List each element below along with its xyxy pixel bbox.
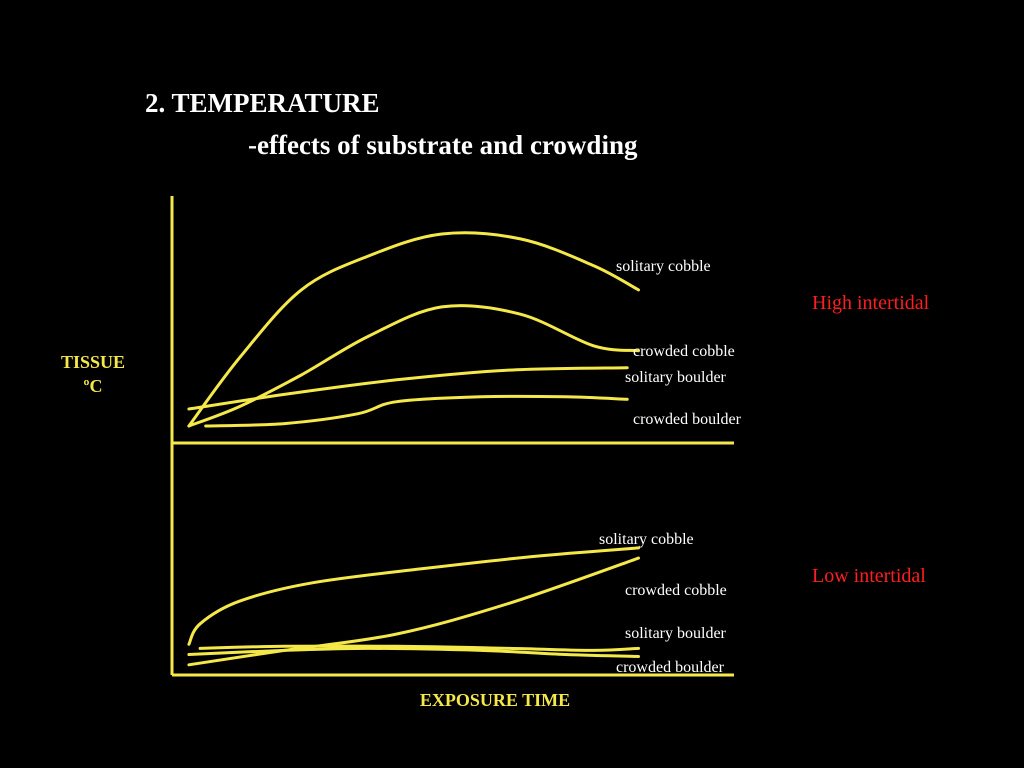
series-line-low-solitary-boulder xyxy=(187,646,640,658)
series-label-low-crowded-cobble: crowded cobble xyxy=(625,582,727,599)
series-line-low-crowded-boulder xyxy=(198,644,640,652)
y-axis-label-line1: TISSUE xyxy=(60,352,126,372)
panel-label-low-intertidal: Low intertidal xyxy=(812,565,926,587)
series-label-low-solitary-cobble: solitary cobble xyxy=(599,531,694,548)
panel-label-high-intertidal: High intertidal xyxy=(812,292,930,314)
series-label-low-crowded-boulder: crowded boulder xyxy=(616,659,725,676)
slide-subtitle: -effects of substrate and crowding xyxy=(248,130,638,160)
series-label-high-crowded-cobble: crowded cobble xyxy=(633,343,735,360)
series-line-high-crowded-boulder xyxy=(204,394,629,428)
series-line-high-crowded-cobble xyxy=(187,304,640,428)
series-line-high-solitary-cobble xyxy=(187,231,640,428)
slide-title: 2. TEMPERATURE xyxy=(145,88,380,118)
series-line-low-crowded-cobble xyxy=(187,556,640,667)
series-line-high-solitary-boulder xyxy=(187,366,629,411)
series-label-high-solitary-boulder: solitary boulder xyxy=(625,369,727,386)
series-line-low-solitary-cobble xyxy=(187,546,640,646)
series-lines xyxy=(187,231,640,667)
series-labels: solitary cobble crowded cobble solitary bo… xyxy=(599,258,742,676)
y-axis-label-line2: ºC xyxy=(83,376,103,396)
series-label-high-solitary-cobble: solitary cobble xyxy=(616,258,711,275)
series-label-high-crowded-boulder: crowded boulder xyxy=(633,411,742,428)
series-label-low-solitary-boulder: solitary boulder xyxy=(625,625,727,642)
axes xyxy=(170,196,734,677)
y-axis-label: TISSUE ºC xyxy=(48,350,138,398)
x-axis-label: EXPOSURE TIME xyxy=(419,690,571,710)
